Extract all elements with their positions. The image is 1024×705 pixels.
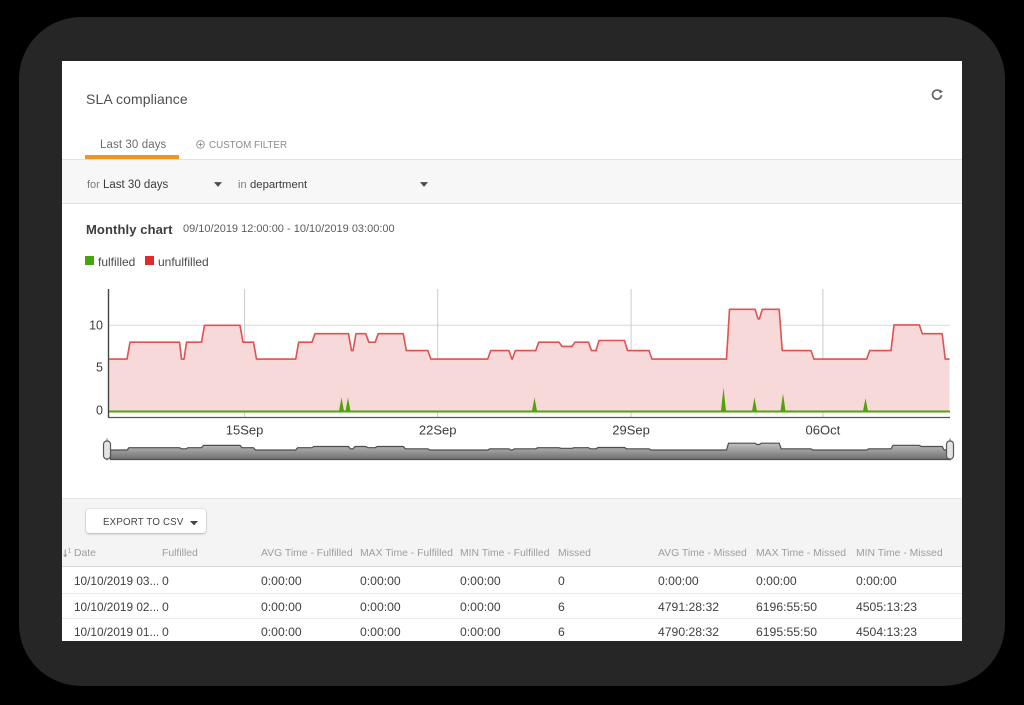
svg-text:1: 1 (68, 548, 72, 555)
svg-text:29Sep: 29Sep (612, 423, 650, 438)
svg-text:15Sep: 15Sep (226, 423, 264, 438)
svg-text:22Sep: 22Sep (419, 423, 457, 438)
svg-text:10: 10 (89, 319, 103, 333)
svg-text:0: 0 (96, 404, 103, 418)
svg-text:5: 5 (96, 361, 103, 375)
svg-text:06Oct: 06Oct (806, 423, 841, 438)
